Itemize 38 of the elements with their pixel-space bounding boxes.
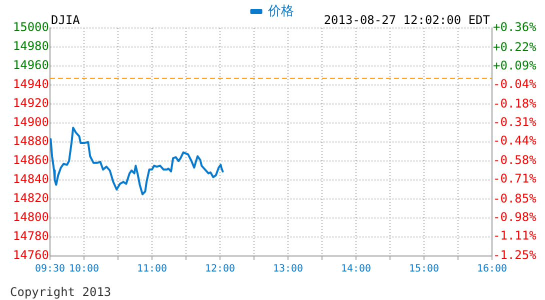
y2-tick-label: -0.04%: [493, 76, 538, 91]
y-tick-label: 14880: [12, 134, 49, 148]
y-tick-label: 14800: [12, 210, 49, 224]
y2-tick-label: +0.09%: [493, 58, 538, 72]
y-tick-label: 14820: [12, 191, 49, 206]
y2-tick-label: -1.11%: [493, 228, 538, 242]
y-tick-label: 14760: [12, 248, 49, 262]
legend-label: 价格: [266, 4, 294, 19]
y-tick-label: 14840: [12, 172, 49, 186]
x-tick-label: 11:00: [136, 264, 168, 275]
x-tick-label: 10:00: [68, 264, 100, 275]
chart-subtitle: 2013-08-27 12:02:00 EDT: [324, 13, 490, 28]
y2-tick-label: -0.18%: [493, 96, 538, 111]
y-tick-label: 14960: [12, 58, 49, 72]
x-tick-label: 15:00: [408, 264, 440, 275]
y2-tick-label: -0.85%: [493, 191, 538, 206]
x-tick-label: 12:00: [204, 264, 236, 275]
y-tick-label: 14780: [12, 229, 49, 244]
y-tick-label: 14900: [12, 115, 49, 130]
y-tick-label: 14940: [12, 77, 49, 92]
y2-tick-label: -0.98%: [493, 210, 538, 224]
x-tick-label: 09:30: [34, 264, 66, 275]
chart-title: DJIA: [51, 13, 81, 28]
x-tick-label: 16:00: [476, 264, 508, 275]
y2-tick-label: -0.44%: [493, 133, 538, 148]
y-tick-label: 14920: [12, 96, 49, 110]
y2-tick-label: -1.25%: [493, 248, 538, 262]
y2-tick-label: +0.22%: [493, 40, 538, 54]
text: Copyright 2013: [10, 285, 112, 299]
x-tick-label: 14:00: [340, 264, 372, 275]
y-tick-label: 14980: [12, 39, 49, 54]
y-tick-label: 14860: [12, 153, 49, 168]
y-tick-label: 15000: [12, 20, 49, 34]
y2-tick-label: -0.58%: [493, 153, 538, 168]
x-tick-label: 13:00: [272, 264, 304, 275]
y2-tick-label: -0.71%: [493, 172, 538, 186]
y2-tick-label: -0.31%: [493, 115, 538, 130]
y2-tick-label: +0.36%: [493, 20, 538, 34]
